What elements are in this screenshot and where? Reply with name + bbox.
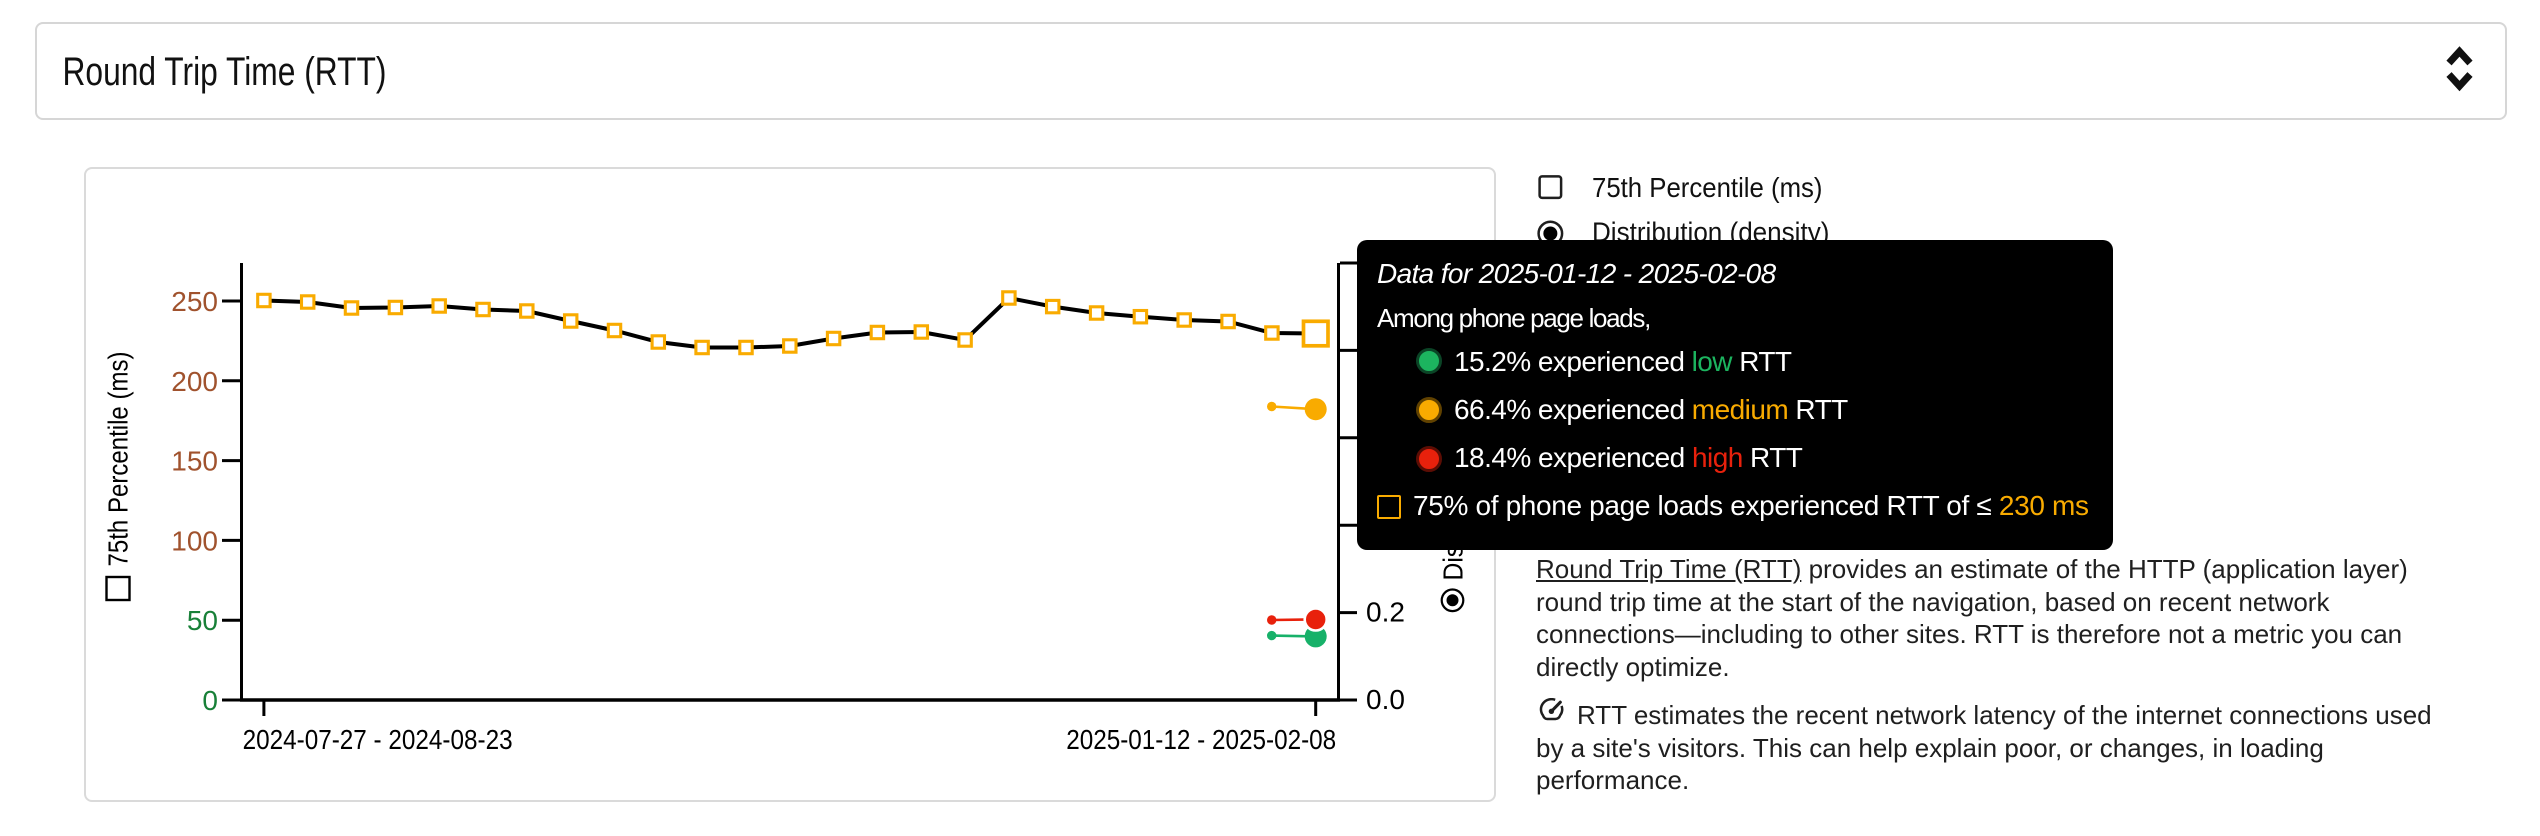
svg-text:0.0: 0.0 <box>1366 684 1405 715</box>
svg-text:2025-01-12 - 2025-02-08: 2025-01-12 - 2025-02-08 <box>1066 724 1336 755</box>
svg-text:0: 0 <box>202 685 218 716</box>
svg-text:2024-07-27 - 2024-08-23: 2024-07-27 - 2024-08-23 <box>243 724 513 755</box>
svg-text:50: 50 <box>187 605 218 636</box>
svg-text:100: 100 <box>171 525 218 556</box>
svg-text:Round Trip Time (RTT): Round Trip Time (RTT) <box>63 50 387 94</box>
svg-text:75th Percentile (ms): 75th Percentile (ms) <box>1592 172 1823 203</box>
svg-text:75th Percentile (ms): 75th Percentile (ms) <box>103 352 134 567</box>
svg-text:150: 150 <box>171 446 218 477</box>
svg-text:0.2: 0.2 <box>1366 597 1405 628</box>
svg-text:250: 250 <box>171 286 218 317</box>
svg-text:200: 200 <box>171 366 218 397</box>
